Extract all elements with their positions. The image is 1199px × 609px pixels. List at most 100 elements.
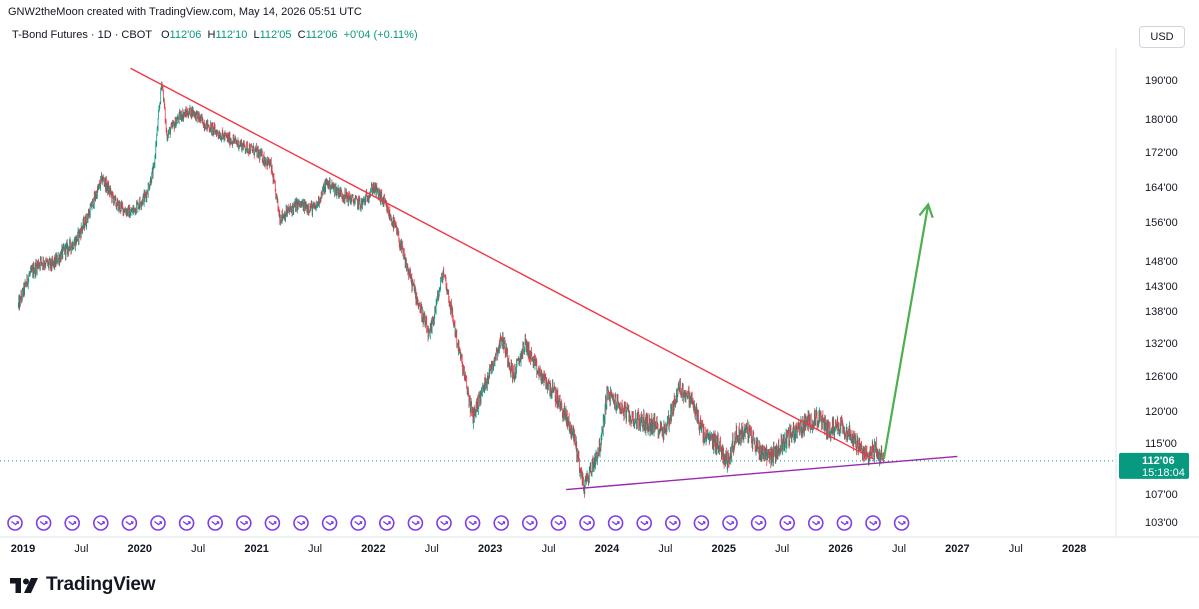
event-marker-circle: [207, 515, 223, 531]
event-marker-glyph: [497, 520, 506, 526]
event-marker-icon[interactable]: [236, 515, 252, 531]
event-marker-icon[interactable]: [293, 515, 309, 531]
event-marker-icon[interactable]: [207, 515, 223, 531]
price-tick-label: 107'00: [1145, 489, 1178, 501]
event-marker-glyph: [788, 520, 792, 525]
event-marker-circle: [607, 515, 624, 531]
event-marker-icon[interactable]: [636, 515, 653, 531]
tradingview-logo[interactable]: TradingView: [10, 574, 156, 596]
event-marker-circle: [521, 515, 538, 531]
event-marker-icon[interactable]: [150, 515, 166, 531]
event-marker-glyph: [502, 520, 506, 525]
event-marker-icon[interactable]: [521, 515, 538, 531]
event-marker-glyph: [726, 520, 734, 526]
time-tick-label: Jul: [892, 543, 906, 555]
event-marker-circle: [865, 515, 881, 531]
time-axis[interactable]: 2019 Jul 2020 Jul 2021 Jul 2022 Jul 2023 Jul 2024 J…: [0, 536, 1199, 555]
event-marker-icon[interactable]: [350, 515, 367, 531]
event-marker-icon[interactable]: [264, 515, 281, 531]
event-marker-glyph: [39, 520, 48, 526]
event-marker-circle: [493, 515, 510, 531]
low-label: L: [253, 29, 260, 41]
event-marker-glyph: [154, 520, 162, 526]
time-tick-label: 2028: [1062, 543, 1086, 555]
event-marker-icon[interactable]: [807, 515, 824, 531]
event-marker-circle: [807, 515, 824, 531]
event-marker-glyph: [239, 520, 248, 526]
time-tick-label: 2022: [361, 543, 385, 555]
event-marker-icon[interactable]: [750, 515, 767, 531]
currency-button[interactable]: USD: [1139, 26, 1185, 48]
event-marker-icon[interactable]: [779, 515, 796, 531]
event-marker-icon[interactable]: [35, 515, 52, 531]
event-marker-icon[interactable]: [493, 515, 510, 531]
symbol-name[interactable]: T-Bond Futures · 1D · CBOT: [12, 29, 152, 41]
price-tick-label: 190'00: [1145, 75, 1178, 87]
time-tick-label: 2026: [828, 543, 852, 555]
event-marker-circle: [464, 515, 481, 531]
event-marker-glyph: [473, 520, 477, 525]
event-marker-icon[interactable]: [836, 515, 853, 531]
event-marker-icon[interactable]: [378, 515, 395, 531]
time-tick-label: Jul: [308, 543, 322, 555]
event-marker-circle: [664, 515, 681, 531]
event-marker-icon[interactable]: [893, 515, 910, 531]
symbol-legend: T-Bond Futures · 1D · CBOT O112'06 H112'…: [12, 29, 418, 41]
event-marker-glyph: [525, 520, 534, 526]
price-tick-label: 103'00: [1145, 517, 1178, 529]
event-marker-glyph: [817, 520, 820, 525]
event-marker-icon[interactable]: [664, 515, 681, 531]
event-marker-glyph: [73, 520, 77, 525]
event-marker-icon[interactable]: [579, 515, 595, 531]
event-marker-icon[interactable]: [121, 515, 138, 531]
event-marker-glyph: [902, 520, 906, 525]
price-tick-label: 143'00: [1145, 281, 1178, 293]
projection-arrow-head: [918, 202, 934, 219]
event-marker-icon[interactable]: [607, 515, 624, 531]
event-marker-glyph: [102, 520, 105, 525]
event-marker-icon[interactable]: [407, 515, 424, 531]
event-marker-glyph: [869, 520, 877, 526]
event-marker-icon[interactable]: [64, 515, 80, 531]
event-marker-glyph: [759, 520, 763, 525]
last-price-value: 112'06: [1142, 455, 1175, 467]
event-marker-glyph: [731, 520, 735, 525]
bar-countdown: 15:18:04: [1142, 467, 1185, 479]
event-marker-glyph: [68, 520, 77, 526]
candles-layer: [0, 81, 1116, 498]
event-marker-icon[interactable]: [7, 515, 23, 531]
price-tick-label: 132'00: [1145, 338, 1178, 350]
event-marker-circle: [436, 515, 452, 531]
event-marker-icon[interactable]: [464, 515, 481, 531]
event-marker-glyph: [359, 520, 363, 525]
event-marker-icon[interactable]: [178, 515, 195, 531]
event-marker-glyph: [44, 520, 48, 525]
open-value: 112'06: [169, 29, 202, 41]
event-marker-circle: [178, 515, 195, 531]
event-marker-icon[interactable]: [693, 515, 710, 531]
event-marker-circle: [321, 515, 338, 531]
drawings-layer: [130, 67, 958, 491]
time-tick-label: Jul: [775, 543, 789, 555]
event-marker-circle: [722, 515, 738, 531]
price-tick-label: 164'00: [1145, 182, 1178, 194]
event-marker-glyph: [645, 520, 649, 525]
event-marker-circle: [893, 515, 910, 531]
event-marker-icon[interactable]: [722, 515, 738, 531]
event-marker-icon[interactable]: [93, 515, 109, 531]
event-marker-glyph: [559, 520, 563, 525]
event-marker-icon[interactable]: [550, 515, 567, 531]
time-tick-label: 2025: [712, 543, 736, 555]
event-marker-glyph: [588, 520, 592, 525]
event-marker-glyph: [411, 520, 420, 526]
event-marker-glyph: [297, 520, 305, 526]
event-marker-icon[interactable]: [865, 515, 881, 531]
event-marker-icon[interactable]: [321, 515, 338, 531]
event-marker-glyph: [754, 520, 763, 526]
projection-arrow: [882, 204, 930, 460]
event-marker-glyph: [445, 520, 449, 525]
event-marker-glyph: [182, 520, 191, 526]
high-label: H: [207, 29, 216, 41]
event-marker-icon[interactable]: [436, 515, 452, 531]
